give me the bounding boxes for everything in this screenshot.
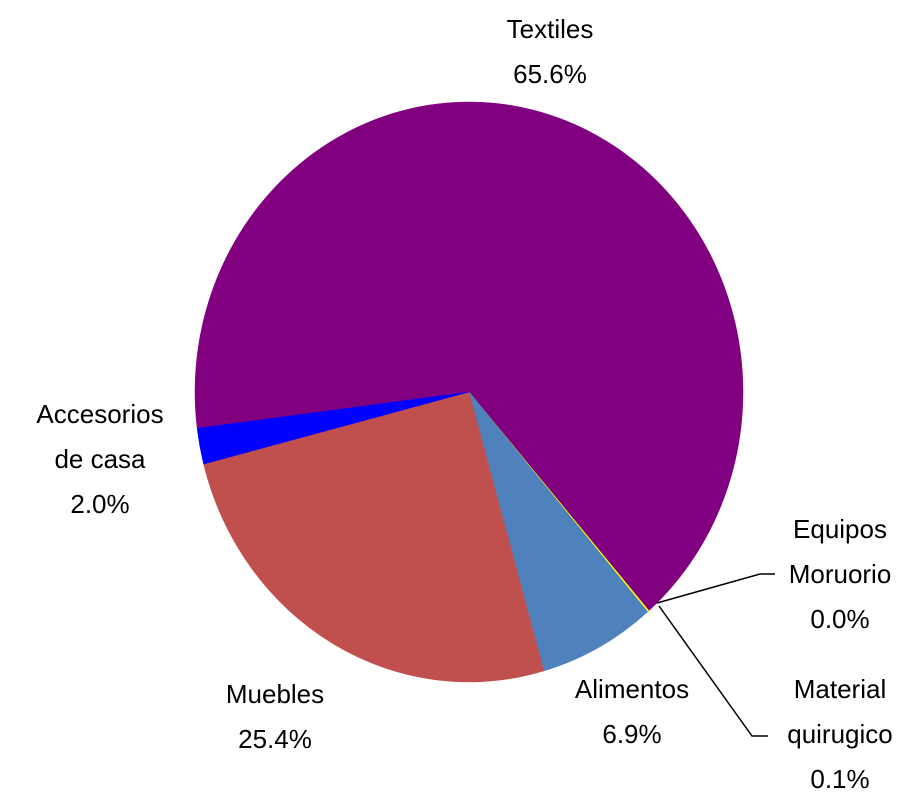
category-name: Equipos Moruorio (788, 514, 892, 589)
leader-line (658, 605, 768, 737)
value-label: 6.9% (602, 719, 662, 749)
slice-label: Textiles 65.6% (450, 7, 650, 97)
category-name: Material quirugico (787, 674, 893, 749)
value-label: 2.0% (70, 489, 130, 519)
pie-slice (468, 391, 648, 672)
slice-label: Alimentos 6.9% (552, 667, 712, 757)
value-label: 65.6% (513, 59, 587, 89)
category-name: Textiles (506, 14, 594, 44)
value-label: 0.1% (810, 764, 870, 792)
category-name: Accesorios de casa (36, 399, 164, 474)
category-name: Alimentos (574, 674, 690, 704)
leader-line (656, 573, 775, 604)
pie-slice (203, 391, 545, 683)
value-label: 0.0% (810, 604, 870, 634)
pie-slice (194, 101, 744, 612)
slice-label: Equipos Moruorio 0.0% (770, 507, 910, 642)
slice-label: Muebles 25.4% (195, 672, 355, 762)
slice-label: Material quirugico 0.1% (770, 667, 910, 792)
value-label: 25.4% (238, 724, 312, 754)
pie-slice (196, 391, 470, 465)
category-name: Muebles (225, 679, 325, 709)
slice-label: Accesorios de casa 2.0% (30, 392, 170, 527)
